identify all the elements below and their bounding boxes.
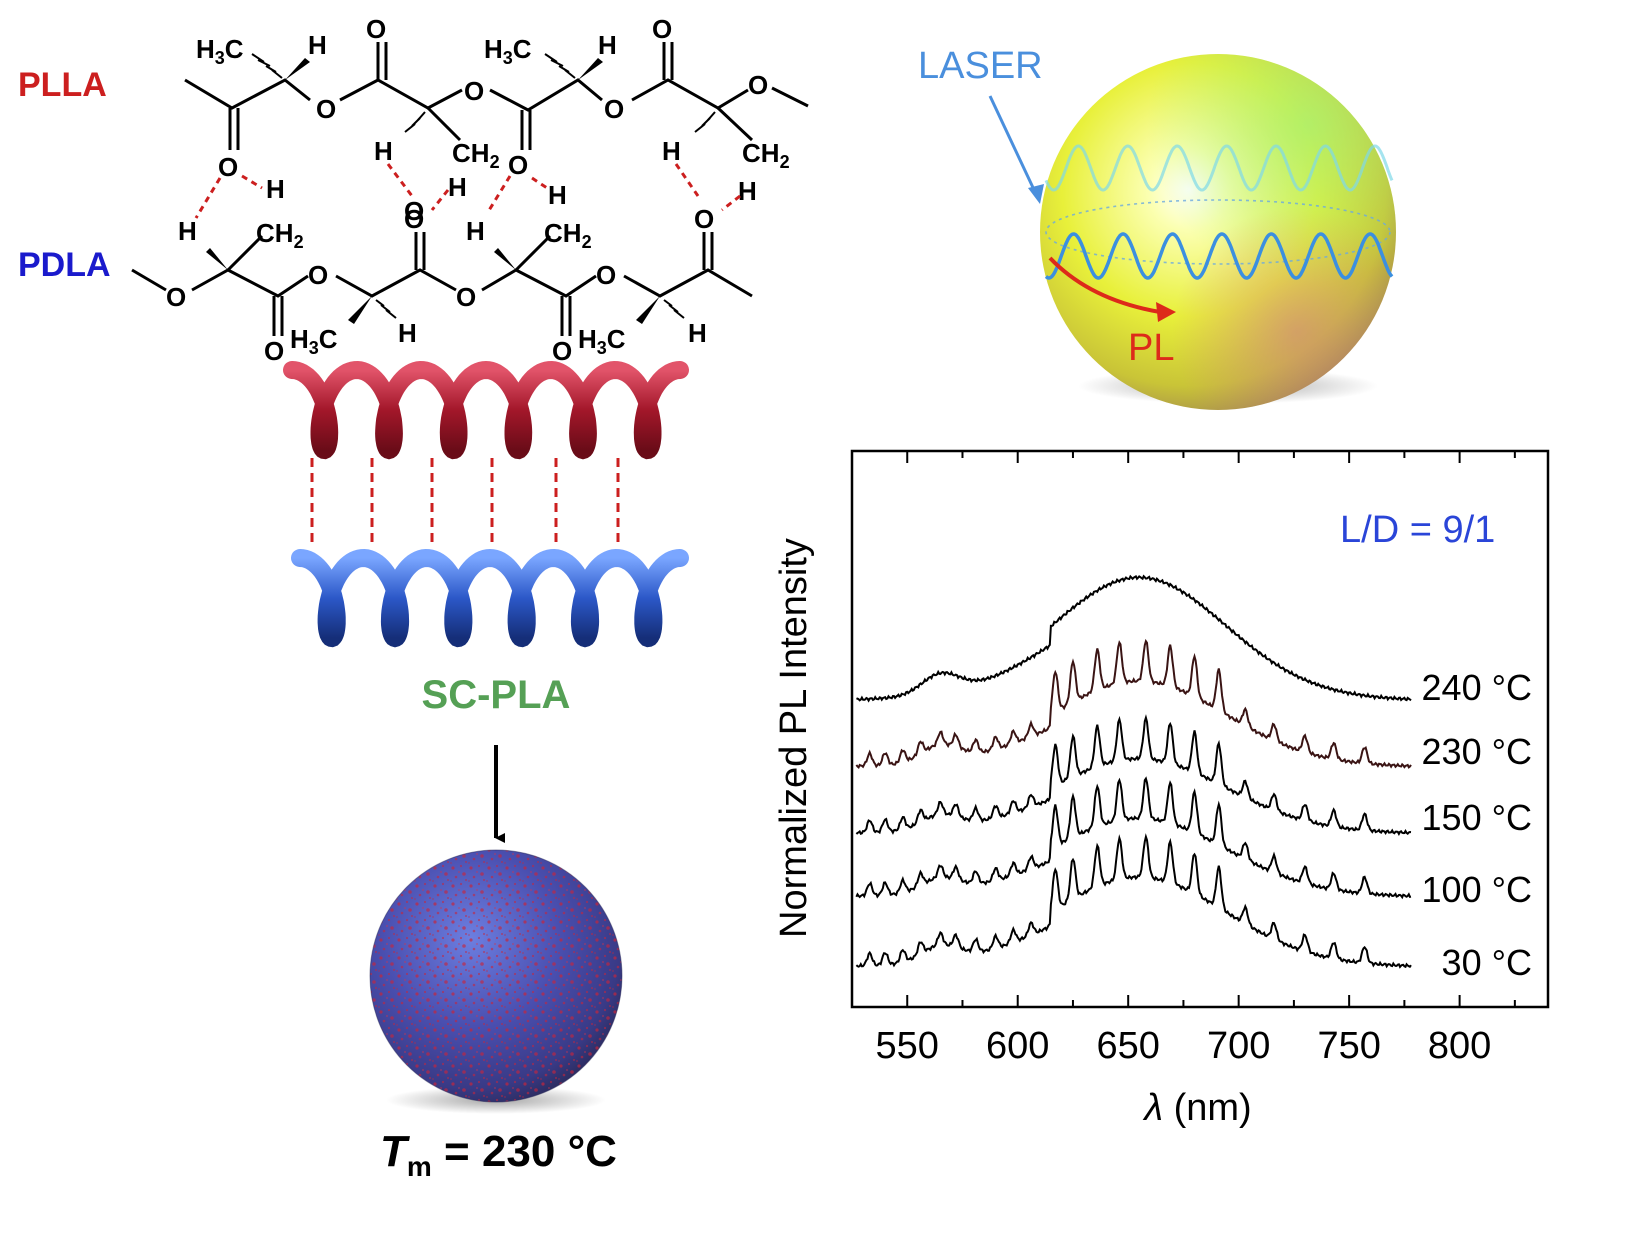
- series-temperature-labels: 240 °C 230 °C 150 °C 100 °C 30 °C: [1422, 667, 1532, 983]
- spectrum-line: [855, 638, 1412, 769]
- pl-label: PL: [1128, 327, 1174, 369]
- svg-text:O: O: [404, 204, 424, 234]
- pdla-helix: [291, 548, 689, 648]
- plot-frame: [850, 449, 1550, 1009]
- svg-text:H: H: [178, 216, 197, 246]
- svg-text:O: O: [456, 282, 476, 312]
- series-label: 100 °C: [1422, 869, 1532, 910]
- svg-text:H: H: [598, 30, 617, 60]
- svg-text:H: H: [662, 136, 681, 166]
- svg-text:O: O: [366, 14, 386, 44]
- svg-text:CH2: CH2: [544, 218, 592, 252]
- x-tick-label: 800: [1428, 1025, 1491, 1067]
- x-axis-tick-labels: 550 600 650 700 750 800: [876, 1025, 1492, 1067]
- spectra-series: [855, 574, 1412, 969]
- svg-text:CH2: CH2: [256, 218, 304, 252]
- svg-text:O: O: [694, 204, 714, 234]
- laser-label: LASER: [918, 45, 1043, 87]
- spectrum-line: [855, 776, 1412, 900]
- plla-backbone: [184, 42, 809, 150]
- svg-text:H3C: H3C: [196, 34, 244, 68]
- svg-text:H: H: [738, 176, 757, 206]
- svg-text:O: O: [748, 70, 768, 100]
- series-label: 30 °C: [1442, 942, 1532, 983]
- spectrum-line: [856, 574, 1412, 703]
- pl-spectra-chart: 550 600 650 700 750 800 240 °C 230 °C 150 °C 100…: [773, 449, 1550, 1129]
- series-label: 230 °C: [1422, 731, 1532, 772]
- interhelix-dashed-links: [310, 458, 620, 548]
- pdla-label: PDLA: [18, 246, 111, 284]
- plla-label: PLLA: [18, 66, 107, 104]
- x-axis-ticks: [851, 451, 1516, 1007]
- svg-text:H: H: [374, 136, 393, 166]
- x-tick-label: 600: [986, 1025, 1049, 1067]
- svg-text:H3C: H3C: [290, 324, 338, 358]
- svg-text:O: O: [218, 152, 238, 182]
- svg-text:H: H: [398, 318, 417, 348]
- svg-text:O: O: [308, 260, 328, 290]
- x-tick-label: 550: [876, 1025, 939, 1067]
- pdla-backbone: [131, 232, 753, 336]
- pl-arrow-icon: [1048, 256, 1161, 314]
- x-axis-label: λ (nm): [1142, 1087, 1251, 1129]
- spectrum-line: [855, 714, 1412, 836]
- scpla-label: SC-PLA: [422, 673, 571, 717]
- series-label: 240 °C: [1422, 667, 1532, 708]
- svg-text:O: O: [508, 150, 528, 180]
- svg-text:H: H: [548, 180, 567, 210]
- svg-text:H: H: [308, 30, 327, 60]
- wgm-front-wave: [1044, 232, 1394, 280]
- svg-text:O: O: [652, 14, 672, 44]
- svg-text:O: O: [596, 260, 616, 290]
- svg-text:H: H: [448, 172, 467, 202]
- svg-text:H3C: H3C: [484, 34, 532, 68]
- microsphere-wgm-illustration: LASER PL: [918, 45, 1396, 410]
- laser-arrow-icon: [988, 95, 1038, 195]
- pdla-stereo-wedges: [206, 248, 685, 324]
- svg-text:O: O: [604, 94, 624, 124]
- scpla-sphere: [369, 849, 623, 1114]
- svg-text:O: O: [552, 336, 572, 366]
- x-tick-label: 750: [1317, 1025, 1380, 1067]
- pdla-atoms: O H CH2 O O O H CH2 O O O O H3C H O H3C …: [166, 196, 714, 366]
- svg-text:H3C: H3C: [578, 324, 626, 358]
- series-label: 150 °C: [1422, 797, 1532, 838]
- plla-pdla-chemical-structure: PLLA PDLA: [18, 14, 809, 366]
- plla-stereo-wedges: [251, 53, 716, 133]
- ld-ratio-annotation: L/D = 9/1: [1340, 509, 1495, 551]
- x-tick-label: 700: [1207, 1025, 1270, 1067]
- stereocomplex-helices: SC-PLA: [283, 360, 689, 717]
- svg-text:H: H: [688, 318, 707, 348]
- svg-text:O: O: [316, 94, 336, 124]
- svg-text:H: H: [266, 174, 285, 204]
- svg-text:O: O: [264, 336, 284, 366]
- melting-temperature-label: Tm = 230 °C: [380, 1127, 617, 1182]
- spectrum-line: [855, 833, 1412, 969]
- svg-text:O: O: [166, 282, 186, 312]
- svg-text:O: O: [404, 196, 424, 226]
- svg-text:CH2: CH2: [742, 138, 790, 172]
- wgm-back-wave: [1044, 144, 1394, 192]
- plla-helix: [283, 360, 689, 460]
- svg-text:H: H: [466, 216, 485, 246]
- y-axis-label: Normalized PL Intensity: [773, 538, 815, 938]
- svg-text:CH2: CH2: [452, 138, 500, 172]
- hydrogen-bonds: [194, 163, 741, 219]
- plla-atoms: H3C H O O O O H CH2 H H3C H O O O O H CH…: [196, 14, 790, 210]
- svg-text:O: O: [464, 76, 484, 106]
- x-tick-label: 650: [1096, 1025, 1159, 1067]
